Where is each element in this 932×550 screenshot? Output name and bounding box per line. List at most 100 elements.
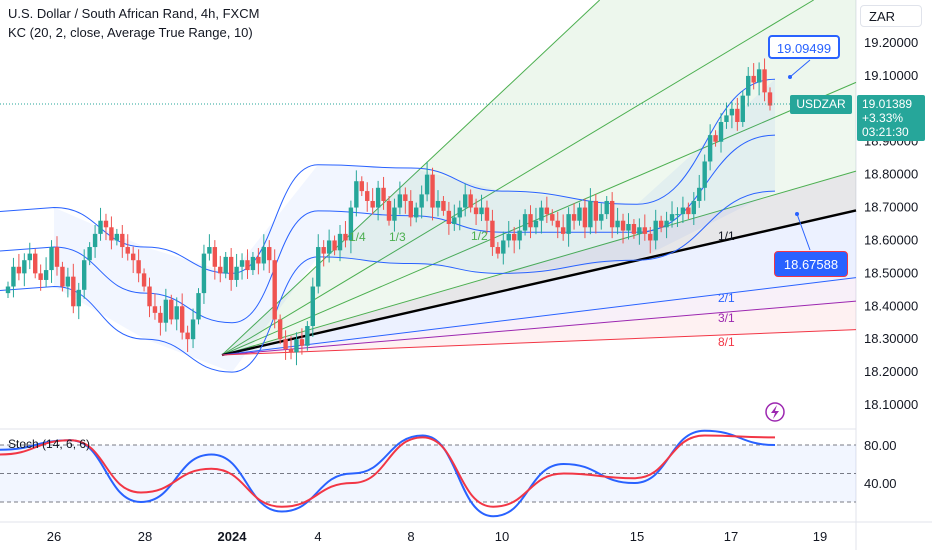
current-price-value: 19.01389 xyxy=(862,97,913,111)
upper-price-callout[interactable]: 19.09499 xyxy=(768,35,840,59)
candle-body xyxy=(136,260,141,274)
gann-fan[interactable] xyxy=(221,0,857,357)
stoch-k-line xyxy=(0,429,776,518)
candle-body xyxy=(713,135,718,142)
fan-ray[interactable] xyxy=(221,209,857,357)
candle-body xyxy=(424,174,430,195)
candle-body xyxy=(642,227,648,234)
candle-body xyxy=(392,207,397,221)
candle-body xyxy=(267,247,272,261)
candle-body xyxy=(604,200,609,215)
fan-ray[interactable] xyxy=(221,170,857,356)
candle-body xyxy=(332,240,337,251)
candle-body xyxy=(756,69,762,83)
candle-body xyxy=(495,247,501,254)
candle-body xyxy=(473,207,479,215)
time-tick-label: 28 xyxy=(138,529,152,544)
candle-body xyxy=(702,161,707,188)
candle-body xyxy=(697,187,702,201)
candle-body xyxy=(228,256,234,280)
price-change-value: +3.33% xyxy=(862,111,904,125)
fan-ratio-label: 3/1 xyxy=(718,311,735,325)
candle-body xyxy=(87,247,92,261)
time-tick-label: 26 xyxy=(47,529,61,544)
candle-body xyxy=(201,253,207,294)
candle-body xyxy=(272,260,277,320)
candle-body xyxy=(250,256,256,271)
candle-body xyxy=(648,233,653,241)
candle-body xyxy=(196,293,201,320)
upper-callout-anchor xyxy=(788,75,792,79)
candle-body xyxy=(414,207,419,218)
fan-ray[interactable] xyxy=(221,300,857,356)
candle-body xyxy=(33,253,38,274)
candle-body xyxy=(370,200,375,208)
stoch-tick-label: 40.00 xyxy=(864,476,897,491)
candle-body xyxy=(316,247,321,287)
candle-body xyxy=(365,191,370,201)
channel-upper-line xyxy=(0,78,776,274)
candle-body xyxy=(729,108,735,116)
candle-body xyxy=(234,266,239,280)
candle-body xyxy=(528,214,533,228)
candle-body xyxy=(169,299,174,320)
time-tick-label: 17 xyxy=(724,529,738,544)
candle-body xyxy=(218,266,223,274)
fan-ratio-label: 8/1 xyxy=(718,335,735,349)
fan-ratio-label: 2/1 xyxy=(718,291,735,305)
candle-body xyxy=(98,220,103,234)
price-tick-label: 18.10000 xyxy=(864,397,918,412)
candle-body xyxy=(223,256,228,274)
time-tick-label: 15 xyxy=(630,529,644,544)
candle-body xyxy=(664,220,669,228)
candle-body xyxy=(120,233,125,248)
price-axis[interactable]: 19.2000019.1000018.9000018.8000018.70000… xyxy=(864,35,918,412)
candle-body xyxy=(103,220,109,228)
candle-body xyxy=(299,339,305,346)
candle-body xyxy=(174,306,179,320)
bar-countdown: 03:21:30 xyxy=(862,125,909,139)
candle-body xyxy=(522,214,528,231)
candle-body xyxy=(141,273,147,287)
fan-ray[interactable] xyxy=(221,0,814,356)
candle-body xyxy=(517,230,522,241)
candle-body xyxy=(566,214,571,234)
candle-body xyxy=(43,270,49,280)
fan-ray[interactable] xyxy=(221,329,857,356)
candle-body xyxy=(718,121,724,142)
fan-labels: 1/4 1/3 1/2 1/1 2/1 3/1 8/1 xyxy=(349,229,735,349)
time-tick-label: 19 xyxy=(813,529,827,544)
candle-body xyxy=(130,253,136,261)
candle-body xyxy=(92,233,98,248)
fan-ray[interactable] xyxy=(221,81,857,356)
stoch-legend: Stoch (14, 6, 6) xyxy=(8,437,91,451)
time-axis[interactable]: 26 28 2024 4 8 10 15 17 19 xyxy=(47,529,827,544)
fan-ray[interactable] xyxy=(221,277,857,356)
candle-body xyxy=(669,214,675,221)
candle-body xyxy=(76,289,81,307)
candle-body xyxy=(337,233,343,251)
candle-body xyxy=(484,207,490,221)
candle-body xyxy=(446,210,452,224)
currency-selector[interactable]: ZAR xyxy=(860,5,922,27)
candle-body xyxy=(305,326,310,346)
fan-ray[interactable] xyxy=(221,0,601,356)
candle-body xyxy=(185,332,190,340)
candle-body xyxy=(158,312,163,323)
candle-body xyxy=(479,207,484,215)
candle-body xyxy=(762,69,767,93)
candle-body xyxy=(686,207,691,215)
lightning-icon[interactable] xyxy=(765,402,785,422)
candle-body xyxy=(430,174,435,208)
upper-callout-connector xyxy=(789,59,811,78)
candle-body xyxy=(740,95,745,122)
candle-body xyxy=(321,247,326,254)
stoch-d-line xyxy=(0,434,776,508)
candle-body xyxy=(277,319,283,340)
candle-body xyxy=(751,75,756,83)
candle-body xyxy=(403,194,408,201)
candle-body xyxy=(326,240,332,254)
candle-body xyxy=(490,220,495,248)
lower-price-callout[interactable]: 18.67588 xyxy=(774,251,848,277)
